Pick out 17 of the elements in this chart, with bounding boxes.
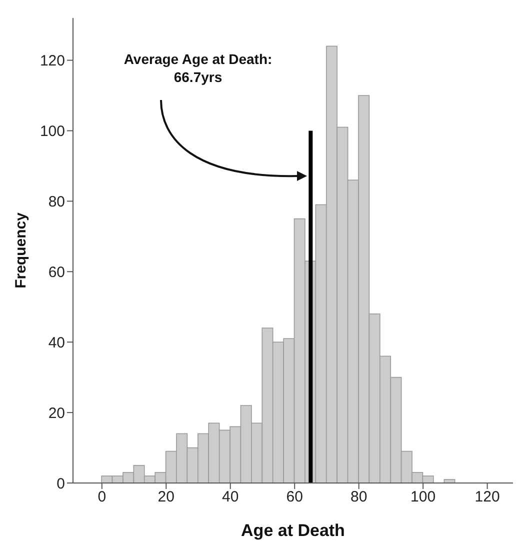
y-tick-label: 100 — [40, 123, 65, 140]
y-axis-title: Frequency — [12, 212, 30, 288]
annotation: Average Age at Death: 66.7yrs — [122, 50, 274, 86]
x-tick-label: 80 — [350, 488, 368, 506]
y-tick-label: 60 — [48, 264, 65, 281]
y-tick-label: 80 — [48, 194, 65, 211]
y-tick-label: 0 — [56, 475, 65, 492]
y-tick-label: 20 — [48, 404, 65, 422]
y-tick-label: 40 — [48, 334, 65, 352]
x-tick-label: 20 — [158, 488, 174, 506]
x-tick-label: 100 — [410, 488, 436, 506]
x-tick-label: 120 — [474, 488, 500, 506]
x-tick-label: 0 — [98, 488, 106, 506]
x-axis-title: Age at Death — [241, 521, 345, 540]
x-tick-label: 40 — [222, 488, 239, 506]
x-tick-label: 60 — [286, 488, 303, 506]
y-tick-label: 120 — [40, 52, 65, 70]
